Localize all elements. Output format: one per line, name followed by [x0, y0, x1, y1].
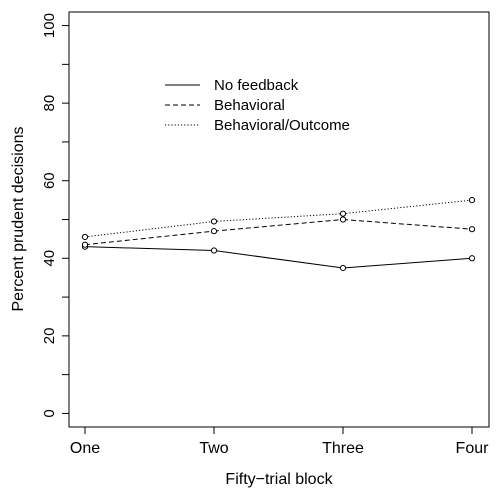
legend-label: No feedback — [214, 77, 299, 94]
series — [81, 216, 476, 248]
series-line-segment — [342, 257, 473, 269]
data-point — [339, 216, 347, 223]
data-point — [81, 233, 89, 241]
data-point — [468, 255, 476, 262]
y-tick-label: 40 — [41, 250, 58, 267]
plot-frame — [68, 11, 490, 428]
series-line-segment — [213, 219, 344, 232]
series-layer — [81, 197, 476, 272]
series-line-segment — [342, 219, 473, 230]
series-line-segment — [84, 230, 215, 246]
data-point — [81, 241, 89, 248]
y-axis-title: Percent prudent decisions — [10, 127, 27, 312]
data-point — [468, 226, 476, 233]
series-line-segment — [84, 220, 215, 238]
series — [81, 243, 476, 272]
series-line-segment — [84, 246, 215, 252]
series-line-segment — [342, 199, 473, 215]
x-tick-label: Four — [456, 440, 490, 457]
series-line-segment — [213, 250, 344, 269]
legend-label: Behavioral/Outcome — [214, 117, 350, 134]
data-point — [339, 210, 347, 217]
x-tick-label: Two — [199, 440, 228, 457]
x-axis: One Two Three Four — [70, 427, 489, 457]
y-tick-label: 80 — [41, 95, 58, 112]
data-point — [210, 228, 218, 235]
x-axis-title: Fifty−trial block — [225, 471, 333, 488]
data-point — [210, 247, 218, 254]
legend-label: Behavioral — [214, 97, 285, 114]
series — [81, 197, 476, 241]
y-tick-label: 20 — [41, 328, 58, 345]
y-tick-label: 60 — [41, 172, 58, 189]
y-tick-label: 0 — [41, 409, 58, 417]
x-tick-label: One — [70, 440, 100, 457]
x-tick-label: Three — [322, 440, 364, 457]
data-point — [339, 264, 347, 272]
y-axis: 0 20 40 60 80 100 — [41, 13, 69, 418]
data-point — [468, 197, 476, 204]
legend: No feedback Behavioral Behavioral/Outcome — [165, 77, 350, 134]
series-line-segment — [213, 213, 344, 222]
y-tick-label: 100 — [41, 13, 58, 38]
data-point — [210, 218, 218, 225]
